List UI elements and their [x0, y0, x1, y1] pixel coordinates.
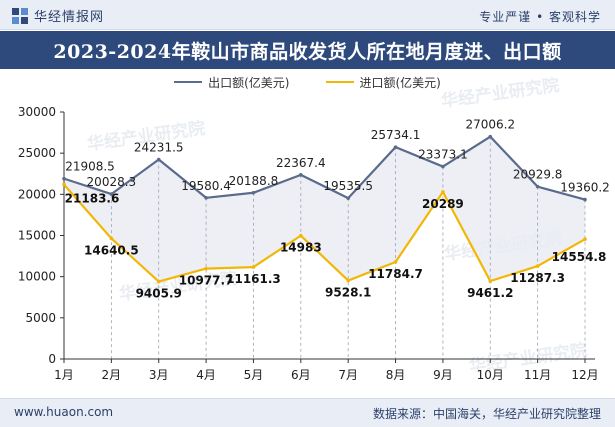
- x-tick-label: 8月: [386, 368, 406, 382]
- top-bar: 华经情报网 专业严谨 • 客观科学: [0, 0, 615, 30]
- x-tick-label: 7月: [338, 368, 358, 382]
- export-point: [535, 184, 540, 189]
- x-tick-label: 9月: [433, 368, 453, 382]
- import-point: [583, 237, 587, 241]
- x-tick-label: 6月: [291, 368, 311, 382]
- brand-logo: 华经情报网: [12, 6, 104, 25]
- export-data-label: 21908.5: [65, 160, 115, 174]
- legend-item-import: 进口额(亿美元): [325, 74, 441, 91]
- y-tick-label: 10000: [18, 270, 56, 284]
- footer-bar: www.huaon.com 数据来源：中国海关，华经产业研究院整理: [0, 398, 615, 427]
- export-data-label: 19535.5: [323, 179, 373, 193]
- logo-icon: [12, 7, 28, 24]
- export-data-label: 19360.2: [560, 181, 610, 195]
- y-tick-label: 20000: [18, 187, 56, 201]
- import-point: [346, 278, 350, 283]
- chart-title: 2023-2024年鞍山市商品收发货人所在地月度进、出口额: [53, 40, 562, 63]
- import-point: [535, 264, 540, 268]
- x-tick-label: 3月: [149, 368, 169, 382]
- import-data-label: 14554.8: [552, 250, 607, 264]
- legend-label-export: 出口额(亿美元): [208, 75, 290, 90]
- import-data-label: 11161.3: [226, 272, 281, 286]
- import-point: [62, 182, 66, 187]
- export-point: [204, 195, 208, 200]
- import-point: [251, 265, 256, 269]
- y-tick-label: 5000: [25, 311, 56, 325]
- export-point: [109, 192, 114, 196]
- export-point: [583, 197, 587, 202]
- brand-name: 华经情报网: [34, 10, 105, 25]
- export-point: [488, 134, 493, 139]
- x-tick-label: 5月: [244, 368, 264, 382]
- title-bar: 2023-2024年鞍山市商品收发货人所在地月度进、出口额: [0, 31, 615, 69]
- difference-band: [64, 136, 585, 282]
- import-data-label: 11784.7: [368, 267, 423, 281]
- x-tick-label: 1月: [54, 368, 74, 382]
- x-tick-label: 12月: [571, 368, 598, 382]
- export-point: [346, 196, 350, 200]
- footer-url: www.huaon.com: [14, 405, 114, 419]
- export-point: [62, 176, 66, 181]
- x-tick-label: 11月: [524, 368, 551, 382]
- import-point: [204, 266, 208, 271]
- export-point: [299, 173, 303, 177]
- y-tick-label: 15000: [18, 229, 56, 243]
- import-point: [299, 233, 303, 238]
- export-data-label: 22367.4: [276, 156, 326, 170]
- legend-item-export: 出口额(亿美元): [174, 74, 290, 91]
- export-data-label: 20929.8: [513, 168, 563, 182]
- export-data-label: 27006.2: [465, 118, 515, 132]
- export-point: [156, 157, 161, 162]
- export-point: [441, 164, 445, 169]
- legend-swatch-export: [174, 81, 203, 83]
- export-data-label: 25734.1: [371, 128, 421, 142]
- chart-legend: 出口额(亿美元) 进口额(亿美元): [0, 72, 615, 92]
- import-data-label: 14983: [280, 241, 322, 255]
- import-point: [156, 279, 161, 284]
- import-data-label: 10977.7: [179, 274, 234, 288]
- x-tick-label: 4月: [196, 368, 216, 382]
- import-point: [441, 190, 445, 194]
- legend-label-import: 进口额(亿美元): [359, 75, 441, 90]
- import-data-label: 9528.1: [325, 286, 371, 300]
- export-data-label: 20188.8: [229, 174, 279, 188]
- legend-swatch-import: [325, 81, 354, 83]
- import-point: [488, 279, 493, 283]
- export-data-label: 19580.4: [181, 179, 231, 193]
- import-data-label: 14640.5: [84, 243, 139, 257]
- export-data-label: 23373.1: [418, 148, 468, 162]
- data-source: 数据来源：中国海关，华经产业研究院整理: [372, 407, 601, 421]
- line-chart: 华经产业研究院华经产业研究院华经产业研究院华经产业研究院华经产业研究院05000…: [18, 75, 610, 382]
- import-data-label: 21183.6: [65, 192, 120, 206]
- import-series-line: [63, 183, 586, 283]
- export-point: [251, 190, 256, 195]
- import-point: [393, 260, 398, 264]
- watermark-text: 华经产业研究院: [440, 75, 561, 112]
- export-point: [393, 145, 398, 149]
- y-tick-label: 25000: [18, 146, 56, 160]
- x-tick-label: 10月: [477, 368, 504, 382]
- import-data-label: 11287.3: [510, 271, 565, 285]
- export-data-label: 20028.3: [87, 175, 137, 189]
- y-tick-label: 30000: [18, 105, 56, 119]
- export-series-line: [63, 135, 586, 201]
- import-data-label: 20289: [422, 197, 464, 211]
- import-data-label: 9405.9: [136, 287, 182, 301]
- y-tick-label: 0: [48, 352, 56, 366]
- import-data-label: 9461.2: [467, 286, 513, 300]
- slogan: 专业严谨 • 客观科学: [479, 10, 601, 24]
- x-tick-label: 2月: [102, 368, 122, 382]
- import-point: [109, 236, 114, 241]
- export-data-label: 24231.5: [134, 140, 184, 154]
